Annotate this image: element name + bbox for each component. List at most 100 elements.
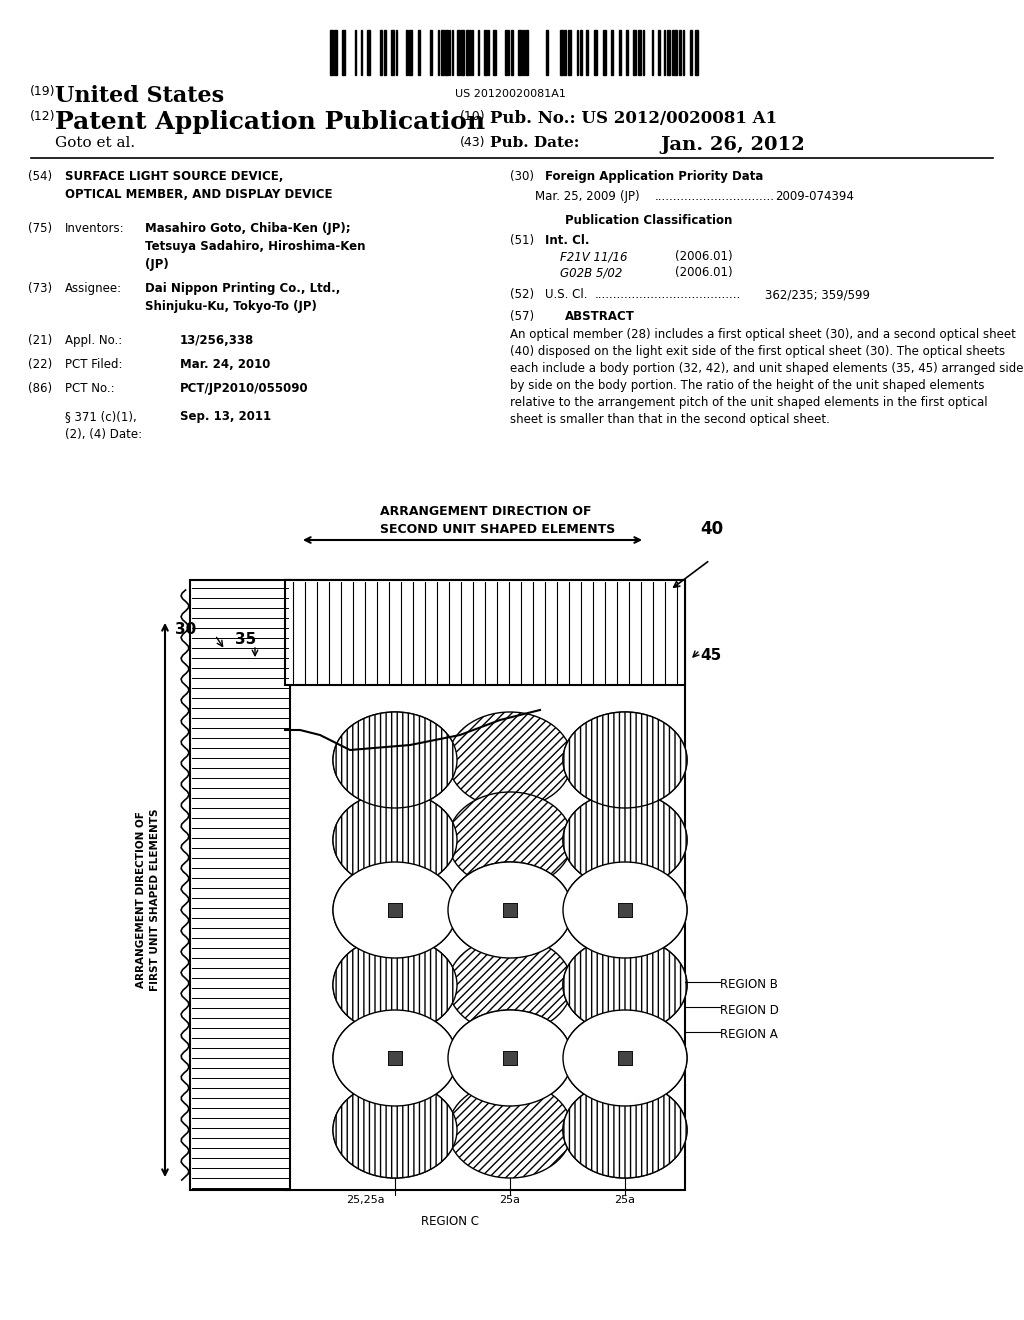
Ellipse shape	[563, 1082, 687, 1177]
Bar	[618, 903, 632, 917]
Bar	[466, 30, 469, 75]
Ellipse shape	[333, 1010, 457, 1106]
Text: (19): (19)	[30, 84, 55, 98]
Bar	[493, 30, 496, 75]
Bar	[658, 30, 660, 75]
Bar	[418, 30, 420, 75]
Text: Publication Classification: Publication Classification	[565, 214, 732, 227]
Ellipse shape	[563, 1082, 687, 1177]
Ellipse shape	[449, 1010, 572, 1106]
Bar	[367, 30, 370, 75]
Bar	[618, 903, 632, 917]
Text: (22): (22)	[28, 358, 52, 371]
Ellipse shape	[449, 711, 572, 808]
Text: 25,25a: 25,25a	[346, 1195, 384, 1205]
Ellipse shape	[333, 1010, 457, 1106]
Bar	[618, 1051, 632, 1065]
Ellipse shape	[333, 862, 457, 958]
Ellipse shape	[563, 862, 687, 958]
Bar	[380, 30, 382, 75]
Bar	[638, 30, 641, 75]
Bar	[568, 30, 571, 75]
Ellipse shape	[333, 937, 457, 1034]
Bar	[603, 30, 606, 75]
Text: Inventors:: Inventors:	[65, 222, 125, 235]
Bar	[461, 30, 464, 75]
Bar	[626, 30, 628, 75]
Bar	[618, 30, 621, 75]
Bar	[505, 30, 507, 75]
Text: (10): (10)	[460, 110, 485, 123]
Ellipse shape	[333, 1082, 457, 1177]
Text: Foreign Application Priority Data: Foreign Application Priority Data	[545, 170, 763, 183]
Bar	[618, 1051, 632, 1065]
Text: An optical member (28) includes a first optical sheet (30), and a second optical: An optical member (28) includes a first …	[510, 327, 1024, 426]
Text: ................................: ................................	[655, 190, 775, 203]
Text: Pub. Date:: Pub. Date:	[490, 136, 580, 150]
Ellipse shape	[449, 862, 572, 958]
Bar	[690, 30, 692, 75]
Bar	[503, 1051, 517, 1065]
Bar	[445, 30, 449, 75]
Ellipse shape	[449, 1082, 572, 1177]
Text: 45: 45	[700, 648, 721, 663]
Bar	[388, 903, 402, 917]
Text: REGION B: REGION B	[720, 978, 778, 991]
Text: (21): (21)	[28, 334, 52, 347]
Text: (51): (51)	[510, 234, 535, 247]
Bar	[611, 30, 613, 75]
Bar	[594, 30, 597, 75]
Bar	[580, 30, 582, 75]
Ellipse shape	[563, 792, 687, 888]
Ellipse shape	[563, 862, 687, 958]
Text: Patent Application Publication: Patent Application Publication	[55, 110, 485, 135]
Ellipse shape	[563, 1010, 687, 1106]
Bar	[384, 30, 386, 75]
Text: 362/235; 359/599: 362/235; 359/599	[765, 288, 870, 301]
Bar	[457, 30, 460, 75]
Bar	[586, 30, 588, 75]
Bar	[190, 579, 290, 1191]
Text: Masahiro Goto, Chiba-Ken (JP);
Tetsuya Sadahiro, Hiroshima-Ken
(JP): Masahiro Goto, Chiba-Ken (JP); Tetsuya S…	[145, 222, 366, 271]
Text: Int. Cl.: Int. Cl.	[545, 234, 590, 247]
Text: 2009-074394: 2009-074394	[775, 190, 854, 203]
Bar	[560, 30, 563, 75]
Ellipse shape	[563, 711, 687, 808]
Bar	[674, 30, 677, 75]
Bar	[285, 579, 685, 685]
Bar	[484, 30, 487, 75]
Bar	[430, 30, 432, 75]
Bar	[409, 30, 412, 75]
Text: Appl. No.:: Appl. No.:	[65, 334, 122, 347]
Ellipse shape	[563, 937, 687, 1034]
Bar	[334, 30, 337, 75]
Text: (52): (52)	[510, 288, 535, 301]
Text: Assignee:: Assignee:	[65, 282, 122, 294]
Text: (86): (86)	[28, 381, 52, 395]
Bar	[388, 1051, 402, 1065]
Text: REGION C: REGION C	[421, 1214, 479, 1228]
Bar	[546, 30, 548, 75]
Text: (2006.01): (2006.01)	[675, 249, 732, 263]
Ellipse shape	[333, 937, 457, 1034]
Text: ARRANGEMENT DIRECTION OF
FIRST UNIT SHAPED ELEMENTS: ARRANGEMENT DIRECTION OF FIRST UNIT SHAP…	[136, 809, 160, 991]
Ellipse shape	[563, 792, 687, 888]
Ellipse shape	[333, 1082, 457, 1177]
Bar	[441, 30, 444, 75]
Text: United States: United States	[55, 84, 224, 107]
Text: ABSTRACT: ABSTRACT	[565, 310, 635, 323]
Bar	[330, 30, 333, 75]
Text: 35: 35	[234, 632, 256, 647]
Ellipse shape	[333, 711, 457, 808]
Text: US 20120020081A1: US 20120020081A1	[455, 88, 565, 99]
Text: REGION D: REGION D	[720, 1003, 779, 1016]
Text: (12): (12)	[30, 110, 55, 123]
Bar	[503, 903, 517, 917]
Bar	[388, 1051, 402, 1065]
Ellipse shape	[449, 862, 572, 958]
Text: (JP): (JP)	[620, 190, 640, 203]
Text: § 371 (c)(1),
(2), (4) Date:: § 371 (c)(1), (2), (4) Date:	[65, 411, 142, 441]
Ellipse shape	[333, 862, 457, 958]
Text: PCT Filed:: PCT Filed:	[65, 358, 123, 371]
Text: REGION A: REGION A	[720, 1028, 778, 1041]
